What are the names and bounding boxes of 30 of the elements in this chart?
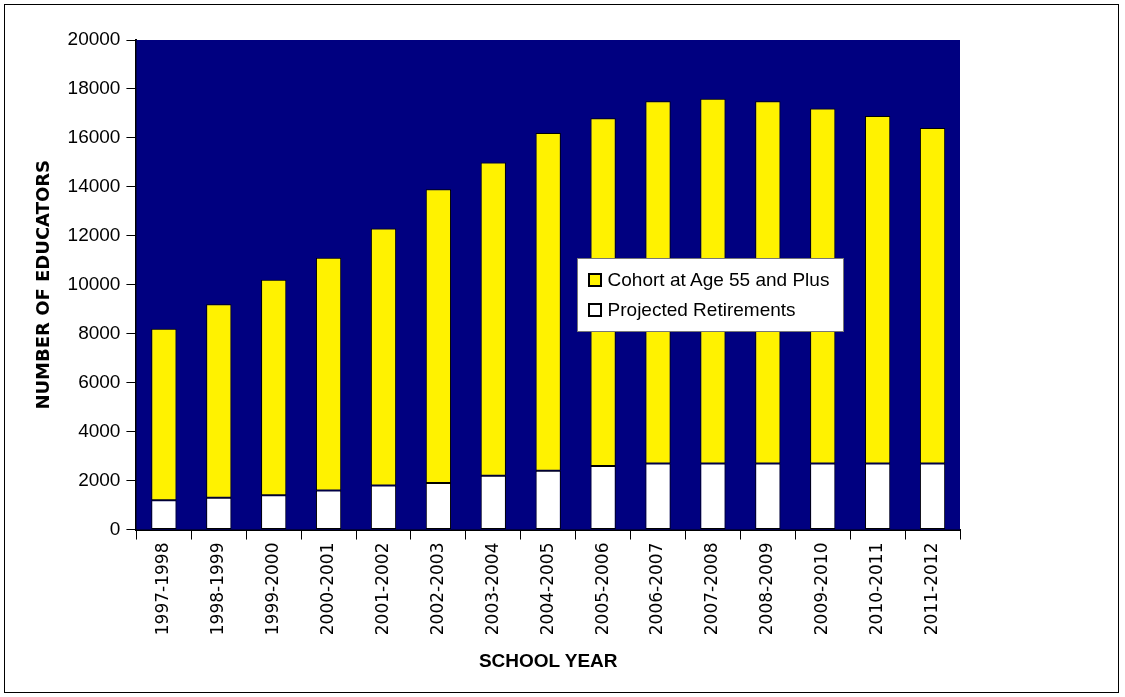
x-tick-label: 1998-1999 — [207, 542, 228, 636]
x-tick-label: 2004-2005 — [536, 542, 557, 636]
x-tick-label: 2011-2012 — [920, 542, 941, 636]
y-tick-label: 6000 — [78, 370, 121, 392]
x-tick-label: 2009-2010 — [811, 542, 832, 636]
legend-label: Projected Retirements — [607, 297, 796, 322]
x-tick-label: 2008-2009 — [756, 542, 777, 636]
y-tick-label: 16000 — [67, 126, 121, 148]
y-axis-title: NUMBER OF EDUCATORS — [32, 159, 54, 410]
x-tick-label: 2006-2007 — [646, 542, 667, 636]
y-tick-label: 14000 — [67, 175, 121, 197]
y-tick-label: 12000 — [67, 224, 121, 246]
y-tick-label: 10000 — [67, 273, 121, 294]
legend-label: Cohort at Age 55 and Plus — [607, 267, 830, 292]
y-tick-label: 18000 — [67, 77, 121, 99]
x-tick-label: 2003-2004 — [481, 542, 502, 636]
x-tick-label: 2002-2003 — [426, 542, 447, 636]
x-tick-label: 2005-2006 — [591, 542, 612, 636]
x-tick-label: 2007-2008 — [701, 542, 722, 636]
x-tick-label: 1999-2000 — [262, 542, 283, 636]
x-tick-label: 2000-2001 — [317, 542, 338, 636]
y-tick-label: 20000 — [67, 28, 121, 50]
y-tick-label: 4000 — [78, 419, 121, 441]
x-tick-label: 2010-2011 — [866, 542, 887, 636]
x-axis-title: SCHOOL YEAR — [478, 649, 618, 671]
y-tick-label: 8000 — [78, 321, 121, 343]
x-tick-label: 1997-1998 — [152, 542, 173, 636]
x-tick-label: 2001-2002 — [371, 542, 392, 636]
y-tick-label: 0 — [109, 517, 121, 539]
y-tick-label: 2000 — [78, 468, 121, 490]
